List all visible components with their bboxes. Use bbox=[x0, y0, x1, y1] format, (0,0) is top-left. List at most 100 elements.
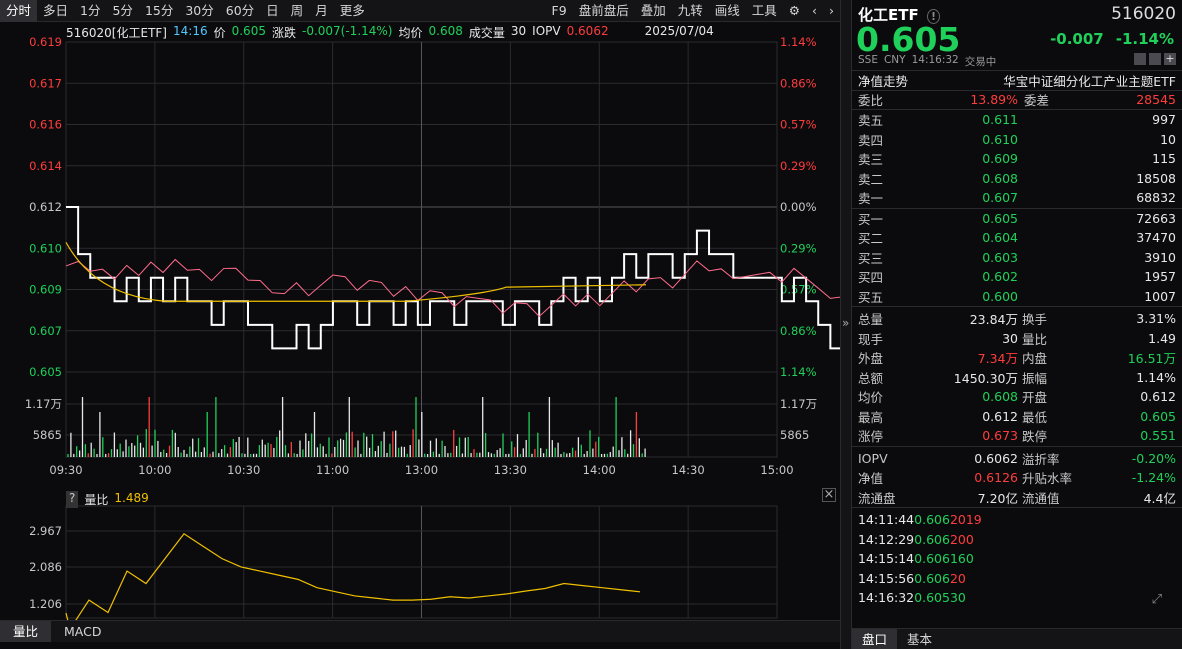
ask-row: 卖四 0.610 10 bbox=[852, 130, 1182, 150]
weicha-label: 委差 bbox=[1024, 93, 1050, 109]
tab-week[interactable]: 周 bbox=[290, 2, 304, 18]
currency: CNY bbox=[883, 54, 906, 66]
stat-label: 总量 bbox=[858, 312, 884, 328]
ask-label: 卖四 bbox=[858, 132, 884, 148]
tick-time: 14:11:44 bbox=[858, 512, 915, 528]
ask-price: 0.610 bbox=[982, 131, 1018, 147]
time-tick-label: 14:00 bbox=[583, 463, 616, 477]
intraday-chart[interactable]: 516020[化工ETF] 14:16 价 0.605 涨跌 -0.007(-1… bbox=[0, 22, 867, 649]
tick-volume: 160 bbox=[949, 551, 974, 567]
tools-button[interactable]: 工具 bbox=[751, 3, 777, 18]
settings-gear-icon[interactable]: ⚙ bbox=[788, 3, 800, 18]
pct-tick-label: 0.86% bbox=[780, 76, 817, 90]
tab-macd[interactable]: MACD bbox=[64, 624, 102, 639]
bid-label: 买二 bbox=[858, 231, 884, 247]
ask-list: 卖五 0.611 997 卖四 0.610 10 卖三 0.609 115 卖二 0.608 1850… bbox=[852, 109, 1182, 208]
next-icon[interactable]: › bbox=[829, 3, 834, 18]
tick-price: 0.606 bbox=[914, 551, 950, 567]
tick-row: 14:11:44 0.606 2019 bbox=[852, 510, 1182, 530]
stat-value: 0.673 bbox=[982, 428, 1018, 444]
premarket-button[interactable]: 盘前盘后 bbox=[578, 3, 629, 18]
tick-time: 14:15:56 bbox=[858, 570, 915, 586]
tab-1min[interactable]: 1分 bbox=[80, 2, 101, 18]
tick-volume: 20 bbox=[949, 570, 966, 586]
tab-multiday[interactable]: 多日 bbox=[43, 2, 69, 18]
tab-30min[interactable]: 30分 bbox=[185, 2, 214, 18]
bid-row: 买四 0.602 1957 bbox=[852, 267, 1182, 287]
ask-volume: 18508 bbox=[1136, 170, 1176, 186]
info-icon[interactable]: ! bbox=[926, 9, 940, 24]
volume-tick-label: 1.17万 bbox=[25, 397, 62, 411]
price-tick-label: 0.619 bbox=[29, 35, 62, 49]
close-icon[interactable]: × bbox=[822, 487, 836, 502]
pct-tick-label: 0.57% bbox=[780, 283, 817, 297]
price-tick-label: 0.610 bbox=[29, 241, 62, 255]
tab-month[interactable]: 月 bbox=[315, 2, 328, 18]
stat-value: 0.6126 bbox=[974, 470, 1018, 486]
tab-5min[interactable]: 5分 bbox=[112, 2, 133, 18]
stat-value: 0.612 bbox=[982, 408, 1018, 424]
bell-icon[interactable] bbox=[1134, 53, 1146, 65]
ask-price: 0.611 bbox=[982, 112, 1018, 128]
stat-value: 0.605 bbox=[1140, 408, 1176, 424]
tab-basic[interactable]: 基本 bbox=[907, 632, 933, 647]
bid-row: 买三 0.603 3910 bbox=[852, 248, 1182, 268]
bid-label: 买五 bbox=[858, 289, 884, 305]
expand-icon[interactable]: ⤢ bbox=[1151, 592, 1162, 607]
pct-tick-label: 0.29% bbox=[780, 159, 817, 173]
help-icon[interactable]: ? bbox=[66, 491, 79, 508]
tick-price: 0.606 bbox=[914, 570, 950, 586]
tab-day[interactable]: 日 bbox=[266, 2, 279, 18]
overlay-button[interactable]: 叠加 bbox=[640, 3, 666, 18]
stat-row: IOPV 0.6062 溢折率 -0.20% bbox=[852, 449, 1182, 469]
tick-time: 14:16:32 bbox=[858, 590, 915, 606]
tab-60min[interactable]: 60分 bbox=[225, 2, 255, 18]
stat-value: 0.612 bbox=[1140, 389, 1176, 405]
price-tick-label: 0.609 bbox=[29, 283, 62, 297]
avg-label: 均价 bbox=[398, 26, 423, 40]
stat-value: 16.51万 bbox=[1127, 351, 1176, 367]
bid-row: 买一 0.605 72663 bbox=[852, 209, 1182, 229]
panel-security-name: 化工ETF ! bbox=[858, 4, 940, 25]
alert-icon[interactable] bbox=[1149, 53, 1161, 65]
pct-tick-label: 0.57% bbox=[780, 118, 817, 132]
time-tick-label: 10:00 bbox=[138, 463, 171, 477]
nav-row[interactable]: 净值走势 华宝中证细分化工产业主题ETF bbox=[852, 70, 1182, 90]
panel-code: 516020 bbox=[1111, 4, 1176, 24]
nine-turn-button[interactable]: 九转 bbox=[677, 3, 703, 18]
add-icon[interactable]: + bbox=[1164, 52, 1176, 65]
ask-row: 卖三 0.609 115 bbox=[852, 149, 1182, 169]
bid-label: 买四 bbox=[858, 270, 884, 286]
security-code-name: 516020[化工ETF] bbox=[66, 26, 167, 40]
f9-button[interactable]: F9 bbox=[551, 3, 567, 18]
bid-volume: 3910 bbox=[1144, 249, 1176, 265]
draw-button[interactable]: 画线 bbox=[714, 3, 740, 18]
volume-tick-label: 1.17万 bbox=[780, 397, 817, 411]
bid-row: 买五 0.600 1007 bbox=[852, 287, 1182, 307]
stat-row: 总量 23.84万 换手 3.31% bbox=[852, 309, 1182, 329]
panel-price: 0.605 bbox=[856, 20, 961, 59]
tick-price: 0.606 bbox=[914, 512, 950, 528]
pct-tick-label: 1.14% bbox=[780, 365, 817, 379]
volume-tick-label: 5865 bbox=[33, 428, 62, 442]
collapse-icon[interactable]: » bbox=[842, 316, 850, 330]
bid-price: 0.602 bbox=[982, 269, 1018, 285]
tick-price: 0.606 bbox=[914, 531, 950, 547]
tab-intraday[interactable]: 分时 bbox=[0, 0, 38, 22]
tick-row: 14:15:14 0.606 160 bbox=[852, 549, 1182, 569]
stat-row: 现手 30 量比 1.49 bbox=[852, 329, 1182, 349]
tab-15min[interactable]: 15分 bbox=[144, 2, 174, 18]
bid-volume: 1007 bbox=[1144, 288, 1176, 304]
tab-more[interactable]: 更多 bbox=[339, 2, 365, 18]
prev-icon[interactable]: ‹ bbox=[812, 3, 817, 18]
weicha-value: 28545 bbox=[1136, 92, 1176, 108]
stat-label: 溢折率 bbox=[1022, 451, 1060, 467]
price-tick-label: 0.614 bbox=[29, 159, 62, 173]
tick-volume: 30 bbox=[949, 590, 966, 606]
stat-value: 0.608 bbox=[982, 389, 1018, 405]
tab-order-book[interactable]: 盘口 bbox=[852, 629, 898, 649]
panel-divider[interactable] bbox=[840, 0, 852, 649]
bid-row: 买二 0.604 37470 bbox=[852, 228, 1182, 248]
tab-volume-ratio[interactable]: 量比 bbox=[0, 621, 52, 642]
quote-time: 14:16:32 bbox=[911, 54, 959, 66]
